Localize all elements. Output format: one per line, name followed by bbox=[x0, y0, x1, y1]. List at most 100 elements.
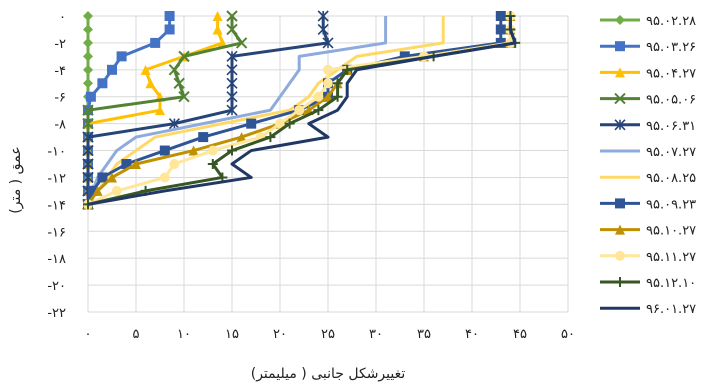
series-line bbox=[87, 16, 517, 206]
y-tick-label: -۲ bbox=[54, 37, 66, 52]
data-point bbox=[164, 24, 175, 35]
data-point bbox=[275, 118, 285, 129]
data-point bbox=[323, 64, 333, 75]
data-point bbox=[226, 91, 238, 103]
data-point bbox=[332, 78, 343, 89]
data-point bbox=[226, 10, 238, 22]
legend-marker bbox=[615, 15, 625, 25]
data-point bbox=[212, 11, 223, 21]
legend-marker bbox=[614, 92, 626, 105]
x-tick-label: ۵ bbox=[133, 327, 140, 342]
data-point bbox=[83, 51, 93, 62]
data-point bbox=[173, 77, 185, 89]
data-point bbox=[83, 24, 93, 35]
data-point bbox=[226, 64, 238, 76]
data-point bbox=[87, 185, 98, 196]
y-tick-label: -۲۰ bbox=[47, 279, 66, 294]
x-axis-title: تغییرشکل جانبی ( میلیمتر) bbox=[251, 366, 406, 382]
legend-marker bbox=[615, 277, 625, 287]
data-point bbox=[178, 91, 190, 103]
x-tick-label: ۵۰ bbox=[561, 327, 575, 342]
data-point bbox=[82, 171, 94, 184]
series-10 bbox=[83, 11, 516, 210]
data-point bbox=[342, 64, 353, 75]
legend-marker bbox=[615, 198, 625, 209]
legend-label: ۹۵.۱۰.۲۷ bbox=[646, 224, 696, 239]
data-point bbox=[155, 105, 165, 116]
legend-item: ۹۵.۰۴.۲۷ bbox=[600, 66, 696, 81]
data-point bbox=[83, 64, 93, 75]
data-point bbox=[226, 50, 238, 62]
data-point bbox=[317, 10, 329, 22]
y-axis-title: عمق ( متر) bbox=[8, 146, 24, 213]
legend-marker bbox=[615, 250, 625, 261]
legend-item: ۹۵.۰۲.۲۸ bbox=[600, 14, 696, 29]
data-point bbox=[82, 117, 94, 130]
plot-area bbox=[82, 10, 521, 211]
x-tick-label: ۴۰ bbox=[465, 327, 479, 342]
legend-item: ۹۵.۱۰.۲۷ bbox=[600, 224, 696, 239]
y-tick-label: -۶ bbox=[54, 91, 66, 106]
legend: ۹۵.۰۲.۲۸ ۹۵.۰۳.۲۶ ۹۵.۰۴.۲۷ ۹۵.۰۵.۰۶ ۹۵.۰۶.۳۱… bbox=[600, 14, 696, 317]
legend-label: ۹۵.۰۵.۰۶ bbox=[646, 93, 696, 108]
data-point bbox=[322, 37, 334, 49]
data-point bbox=[169, 159, 180, 169]
data-point bbox=[140, 64, 151, 75]
x-axis-ticks: ۰ ۵ ۱۰ ۱۵ ۲۰ ۲۵ ۳۰ ۳۵ ۴۰ ۴۵ ۵۰ bbox=[85, 327, 575, 342]
data-point bbox=[332, 91, 343, 102]
x-tick-label: ۴۵ bbox=[513, 327, 527, 342]
y-tick-label: -۱۴ bbox=[47, 198, 66, 213]
data-point bbox=[188, 145, 199, 156]
legend-label: ۹۵.۰۶.۳۱ bbox=[646, 119, 696, 134]
data-point bbox=[317, 23, 329, 36]
legend-label: ۹۵.۱۲.۱۰ bbox=[646, 276, 696, 291]
data-point bbox=[107, 64, 117, 75]
legend-item: ۹۵.۰۵.۰۶ bbox=[600, 93, 696, 108]
legend-item: ۹۶.۰۱.۲۷ bbox=[600, 302, 696, 317]
data-point bbox=[107, 172, 117, 183]
legend-marker bbox=[615, 224, 625, 235]
data-point bbox=[121, 159, 132, 169]
legend-item: ۹۵.۱۲.۱۰ bbox=[600, 276, 696, 291]
data-point bbox=[294, 105, 305, 116]
x-tick-label: ۲۵ bbox=[321, 327, 335, 342]
legend-item: ۹۵.۰۸.۲۵ bbox=[600, 171, 696, 186]
legend-label: ۹۵.۰۴.۲۷ bbox=[646, 66, 696, 81]
y-axis-ticks: ۰ -۲ -۴ -۶ -۸ -۱۰ -۱۲ -۱۴ -۱۶ -۱۸ -۲۰ -۲۲ bbox=[47, 10, 66, 321]
data-point bbox=[226, 23, 238, 36]
data-point bbox=[92, 185, 103, 196]
data-point bbox=[323, 91, 333, 102]
x-tick-label: ۱۵ bbox=[225, 327, 239, 342]
data-point bbox=[246, 118, 257, 129]
data-point bbox=[284, 118, 295, 129]
data-point bbox=[85, 91, 96, 102]
data-point bbox=[82, 131, 94, 143]
y-tick-label: -۴ bbox=[54, 64, 66, 79]
x-tick-label: ۳۰ bbox=[369, 327, 383, 342]
data-point bbox=[207, 145, 218, 156]
data-point bbox=[235, 37, 248, 49]
legend-label: ۹۵.۱۱.۲۷ bbox=[646, 250, 696, 265]
data-point bbox=[82, 104, 94, 116]
legend-item: ۹۵.۰۳.۲۶ bbox=[600, 40, 696, 55]
series-12 bbox=[87, 16, 517, 206]
y-tick-label: ۰ bbox=[59, 10, 66, 25]
legend-marker bbox=[615, 41, 625, 52]
data-point bbox=[399, 51, 410, 62]
data-point bbox=[159, 172, 170, 183]
data-point bbox=[495, 11, 506, 21]
legend-item: ۹۵.۱۱.۲۷ bbox=[600, 250, 696, 265]
x-tick-label: ۲۰ bbox=[273, 327, 287, 342]
data-point bbox=[145, 78, 156, 89]
data-point bbox=[116, 51, 127, 62]
data-point bbox=[159, 145, 170, 156]
data-point bbox=[131, 159, 141, 169]
data-point bbox=[82, 158, 94, 170]
legend-label: ۹۵.۰۲.۲۸ bbox=[646, 14, 696, 29]
y-tick-label: -۱۸ bbox=[47, 252, 66, 267]
x-tick-label: ۱۰ bbox=[177, 327, 191, 342]
data-point bbox=[82, 144, 94, 157]
legend-label: ۹۵.۰۸.۲۵ bbox=[646, 171, 696, 186]
x-tick-label: ۳۵ bbox=[417, 327, 431, 342]
